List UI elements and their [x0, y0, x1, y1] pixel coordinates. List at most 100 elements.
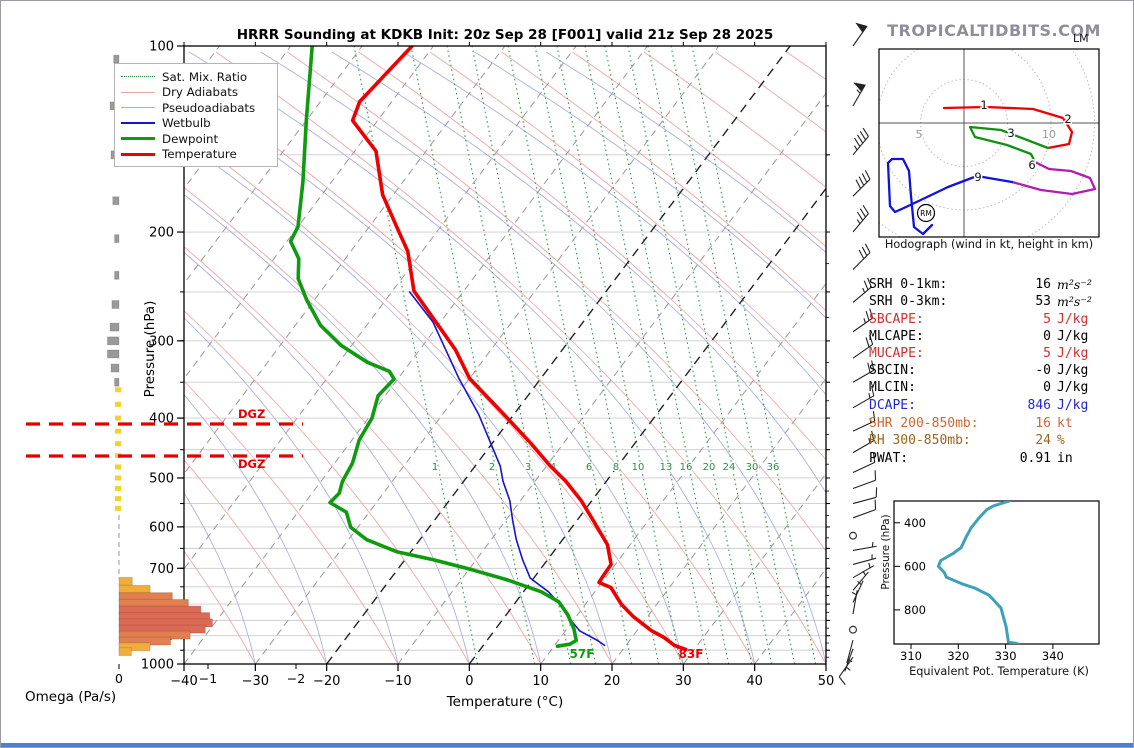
- omega-tick-label: 0: [115, 671, 123, 686]
- skewt-background: 1 2 3 4 6 8 10 13 16 20 24 30 36: [184, 46, 826, 664]
- stat-value: 16: [1035, 416, 1051, 431]
- mixing-ratio-label: 1: [432, 462, 438, 473]
- wind-barb: [852, 170, 871, 197]
- mixing-ratio-label: 36: [767, 462, 780, 473]
- temperature-tick-label: −40: [170, 674, 197, 689]
- legend-line-sample: [121, 137, 155, 141]
- stat-unit: kt: [1057, 416, 1073, 431]
- bottom-accent-bar: [1, 743, 1133, 747]
- legend-item-label: Sat. Mix. Ratio: [162, 69, 248, 84]
- hodo-ring-label: 10: [1042, 128, 1056, 141]
- mixing-ratio-label: 10: [632, 462, 645, 473]
- left-mover-label: LM: [1073, 32, 1089, 45]
- omega-bar: [114, 377, 120, 387]
- wind-barb: [852, 452, 876, 474]
- pressure-tick-label: 500: [149, 471, 174, 486]
- rm-marker-label: RM: [920, 209, 932, 218]
- mixing-ratio-label: 8: [613, 462, 619, 473]
- wind-barb: [852, 127, 869, 156]
- stat-value: 0.91: [1019, 451, 1051, 466]
- temperature-tick-label: 20: [604, 674, 621, 689]
- legend-item: Pseudoadiabats: [121, 100, 271, 116]
- stat-unit: J/kg: [1057, 398, 1089, 413]
- legend-item: Temperature: [121, 147, 271, 163]
- hodo-trace-6-9: [1010, 160, 1097, 196]
- omega-bar: [112, 196, 120, 206]
- wind-barb: [852, 82, 866, 107]
- omega-bar: [109, 322, 120, 332]
- hodograph-caption: Hodograph (wind in kt, height in km): [884, 238, 1094, 251]
- temperature-tick-label: −20: [313, 674, 340, 689]
- stat-value: -0: [1035, 363, 1051, 378]
- surface-dewpoint-label: 57F: [570, 647, 595, 661]
- legend-line-sample: [121, 76, 155, 78]
- hodo-trace-0-2: [942, 105, 1074, 150]
- legend-line-sample: [121, 152, 155, 156]
- omega-bar: [118, 576, 133, 586]
- stat-label: SBCIN:: [869, 363, 916, 378]
- temperature-curve: [350, 46, 688, 652]
- wind-barb: [852, 411, 876, 432]
- stat-unit: J/kg: [1057, 363, 1089, 378]
- wind-barb: [852, 541, 877, 551]
- stat-label: SRH 0-1km:: [869, 277, 948, 292]
- surface-temperature-label: 83F: [679, 647, 704, 661]
- pressure-tick-label: 100: [149, 40, 174, 55]
- mixing-ratio-label: 6: [586, 462, 592, 473]
- stat-row-sbcape-: SBCAPE: 5 J/kg: [863, 312, 1113, 329]
- hodo-height-label: 3: [1007, 126, 1014, 140]
- temperature-tick-label: 40: [746, 674, 763, 689]
- theta-e-temp-tick: 310: [900, 649, 922, 663]
- wetbulb-curve: [408, 291, 606, 647]
- wind-barb: [849, 531, 857, 540]
- temperature-axis-label: Temperature (°C): [446, 694, 564, 710]
- stat-label: MLCIN:: [869, 380, 916, 395]
- omega-bar: [110, 363, 120, 373]
- stat-label: PWAT:: [869, 451, 909, 466]
- pressure-tick-label: 200: [149, 226, 174, 241]
- legend-item: Dry Adiabats: [121, 85, 271, 101]
- dgz-lower-label: DGZ: [238, 457, 266, 471]
- legend-item-label: Dry Adiabats: [162, 85, 239, 100]
- stat-label: SBCAPE:: [869, 312, 924, 327]
- wind-barb: [852, 22, 868, 47]
- chart-title: HRRR Sounding at KDKB Init: 20z Sep 28 […: [236, 27, 774, 43]
- wind-barb: [852, 570, 869, 591]
- omega-panel: 0 −1 −2: [26, 54, 305, 686]
- hodo-height-label: 1: [980, 98, 987, 112]
- sounding-curves: [288, 46, 688, 652]
- watermark-logo: TROPICALTIDBITS.COM: [887, 21, 1101, 40]
- stat-unit: in: [1057, 451, 1073, 466]
- dgz-upper-label: DGZ: [238, 407, 266, 421]
- stat-unit: J/kg: [1057, 312, 1089, 327]
- wind-barb: [852, 385, 875, 409]
- stat-label: RH 300-850mb:: [869, 433, 971, 448]
- stat-label: MLCAPE:: [869, 329, 924, 344]
- theta-e-axis-label: Equivalent Pot. Temperature (K): [909, 665, 1089, 678]
- omega-bar: [113, 54, 120, 64]
- wind-barb: [851, 590, 858, 615]
- wind-barb: [852, 499, 877, 519]
- stat-row-rh-300-850mb-: RH 300-850mb: 24%: [863, 433, 1113, 450]
- mixing-ratio-label: 2: [489, 462, 495, 473]
- temperature-tick-label: 50: [818, 674, 835, 689]
- hodo-trace-3-6: [968, 125, 1050, 164]
- pressure-tick-label: 700: [149, 562, 174, 577]
- omega-bar: [118, 584, 151, 594]
- wind-barb: [852, 243, 871, 270]
- legend-line-sample: [121, 122, 155, 125]
- temperature-tick-label: 10: [532, 674, 549, 689]
- legend-line-sample: [121, 107, 155, 109]
- legend-item-label: Wetbulb: [162, 116, 211, 131]
- mixing-ratio-label: 30: [746, 462, 759, 473]
- stat-label: DCAPE:: [869, 398, 916, 413]
- temperature-tick-label: 30: [675, 674, 692, 689]
- stat-row-mlcin-: MLCIN: 0 J/kg: [863, 380, 1113, 397]
- wind-barb: [852, 360, 875, 383]
- pressure-axis-label: Pressure (hPa): [142, 300, 158, 398]
- legend-item-label: Temperature: [162, 147, 237, 162]
- pressure-tick-label: 1000: [141, 658, 174, 673]
- omega-bar: [114, 270, 120, 280]
- stat-label: SHR 200-850mb:: [869, 416, 979, 431]
